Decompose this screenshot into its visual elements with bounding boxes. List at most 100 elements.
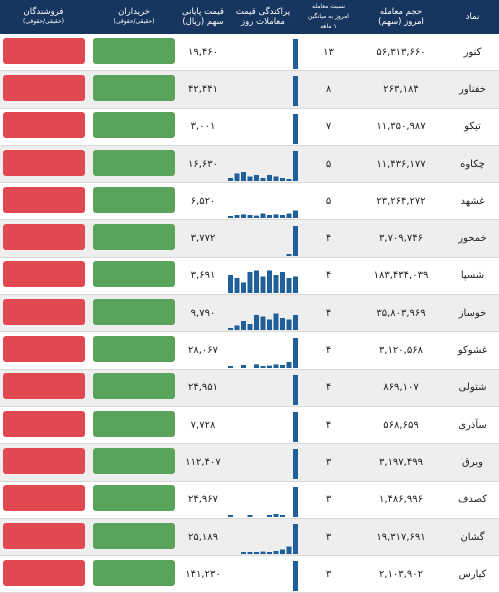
row-symbol[interactable]: غشهد — [460, 195, 485, 207]
row-volume: ۳,۷۰۹,۷۴۶ — [379, 233, 423, 245]
sparkline-bar — [273, 274, 279, 293]
row-symbol[interactable]: وبرق — [462, 456, 483, 468]
header-ratio-line3: ۱ ماهه — [320, 23, 337, 30]
row-price-distribution — [225, 296, 301, 331]
row-ratio: ۵ — [325, 195, 332, 207]
sparkline-bar — [228, 216, 233, 219]
row-volume: ۲۳,۲۶۴,۲۷۲ — [376, 195, 426, 207]
table-row[interactable]: شتولی ۸۶۹,۱۰۷ ۴ ۲۴,۹۵۱ — [0, 369, 499, 407]
sparkline-bar — [293, 210, 298, 219]
buyers-bar — [93, 298, 175, 325]
row-close-price: ۲۴,۹۵۱ — [187, 382, 219, 394]
table-row[interactable]: کنور ۵۶,۳۱۳,۶۶۰ ۱۳ ۱۹,۴۶۰ — [0, 34, 499, 72]
row-symbol[interactable]: خمحور — [458, 233, 487, 245]
row-volume: ۸۶۹,۱۰۷ — [383, 382, 419, 394]
table-row[interactable]: خوساز ۳۵,۸۰۳,۹۶۹ ۴ ۹,۷۹۰ — [0, 295, 499, 333]
table-row[interactable]: خمحور ۳,۷۰۹,۷۴۶ ۴ ۳,۷۷۲ — [0, 220, 499, 258]
row-price-distribution — [225, 445, 301, 480]
sparkline-bar — [260, 178, 266, 182]
table-row[interactable]: وبرق ۳,۱۹۷,۴۹۹ ۳ ۱۱۲,۴۰۷ — [0, 444, 499, 482]
row-sellers — [0, 186, 87, 216]
row-symbol[interactable]: غشوکو — [457, 345, 488, 357]
sparkline-bar — [260, 276, 266, 293]
table-row[interactable]: چکاوه ۱۱,۴۳۶,۱۷۷ ۵ ۱۶,۶۳۰ — [0, 145, 499, 184]
sparkline-bar — [228, 514, 233, 517]
row-volume: ۲,۱۰۳,۹۰۲ — [379, 568, 423, 580]
row-symbol[interactable]: شسپا — [460, 270, 485, 282]
row-close-price: ۱۶,۶۳۰ — [187, 158, 219, 170]
table-row[interactable]: غشهد ۲۳,۲۶۴,۲۷۲ ۵ ۶,۵۲۰ — [0, 183, 499, 221]
sparkline-bar — [247, 324, 253, 331]
sparkline-bar — [254, 315, 259, 331]
header-buyers-line1: خریداران — [118, 7, 150, 17]
row-symbol[interactable]: تیکو — [464, 121, 481, 133]
sparkline-bar — [286, 179, 292, 182]
sellers-bar — [2, 149, 85, 176]
sparkline-bar — [247, 176, 253, 182]
sparkline-bar — [273, 363, 279, 368]
row-symbol[interactable]: کپارس — [458, 568, 487, 580]
sparkline-bar — [228, 365, 233, 368]
table-row[interactable]: خفناور ۲۶۳,۱۸۴ ۸ ۴۲,۴۴۱ — [0, 71, 499, 109]
sparkline-bar — [247, 514, 253, 517]
sparkline-bar — [293, 561, 298, 592]
sparkline-chart — [286, 225, 298, 256]
row-price-distribution — [225, 147, 301, 182]
sparkline-chart — [228, 210, 298, 219]
row-symbol[interactable]: خوساز — [458, 307, 487, 319]
row-volume: ۳۵,۸۰۳,۹۶۹ — [376, 307, 426, 319]
row-symbol[interactable]: کنور — [463, 46, 482, 58]
sparkline-bar — [267, 552, 272, 554]
buyers-bar — [93, 149, 175, 176]
table-row[interactable]: سآذری ۵۶۸,۶۵۹ ۴ ۷,۷۲۸ — [0, 407, 499, 445]
row-price-distribution — [225, 520, 301, 554]
row-symbol[interactable]: سآذری — [458, 419, 487, 431]
row-ratio: ۸ — [325, 83, 332, 95]
sparkline-bar — [280, 364, 285, 368]
row-symbol[interactable]: چکاوه — [460, 158, 485, 170]
row-price-distribution — [225, 334, 301, 368]
row-close-price: ۳,۰۰۱ — [190, 121, 216, 133]
row-ratio: ۴ — [325, 270, 332, 282]
table-row[interactable]: غشوکو ۳,۱۲۰,۵۶۸ ۴ ۲۸,۰۶۷ — [0, 332, 499, 370]
sparkline-bar — [293, 524, 298, 554]
buyers-bar — [93, 410, 175, 437]
header-ratio: نسبت معامله امروز به میانگین ۱ ماهه — [301, 2, 356, 32]
row-buyers — [87, 410, 181, 440]
row-ratio: ۷ — [325, 121, 332, 133]
row-price-distribution — [225, 110, 301, 144]
sparkline-bar — [286, 213, 292, 219]
sparkline-bar — [260, 365, 266, 368]
row-close-price: ۱۱۲,۴۰۷ — [185, 456, 221, 468]
sparkline-bar — [293, 151, 298, 182]
row-ratio: ۴ — [325, 419, 332, 431]
row-sellers — [0, 336, 87, 365]
table-row[interactable]: شسپا ۱۸۳,۴۳۴,۰۳۹ ۴ ۳,۶۹۱ — [0, 258, 499, 296]
sellers-bar — [2, 186, 85, 213]
table-row[interactable]: کپارس ۲,۱۰۳,۹۰۲ ۳ ۱۴۱,۲۳۰ — [0, 556, 499, 593]
row-sellers — [0, 298, 87, 328]
table-row[interactable]: تیکو ۱۱,۳۵۰,۹۸۷ ۷ ۳,۰۰۱ — [0, 109, 499, 146]
row-buyers — [87, 373, 181, 402]
sparkline-chart — [293, 374, 298, 405]
row-ratio: ۵ — [325, 158, 332, 170]
table-row[interactable]: گشان ۱۹,۳۱۷,۶۹۱ ۳ ۲۵,۱۸۹ — [0, 518, 499, 557]
table-row[interactable]: کصدف ۱,۴۸۶,۹۹۶ ۳ ۲۴,۹۶۷ — [0, 482, 499, 519]
sparkline-chart — [228, 337, 298, 368]
sellers-bar — [2, 410, 85, 437]
table-header: نماد حجم معامله امروز (سهم) نسبت معامله … — [0, 0, 499, 34]
sparkline-bar — [267, 514, 272, 517]
row-symbol[interactable]: کصدف — [457, 494, 488, 506]
row-volume: ۲۶۳,۱۸۴ — [383, 83, 419, 95]
row-close-price: ۴۲,۴۴۱ — [187, 83, 219, 95]
row-symbol[interactable]: خفناور — [459, 83, 486, 95]
row-symbol[interactable]: شتولی — [458, 382, 487, 394]
sparkline-chart — [293, 39, 298, 70]
sparkline-bar — [228, 178, 233, 182]
sparkline-chart — [228, 151, 298, 182]
row-close-price: ۳,۶۹۱ — [190, 270, 216, 282]
sparkline-bar — [286, 277, 292, 293]
row-close-price: ۱۹,۴۶۰ — [187, 46, 219, 58]
sparkline-bar — [241, 214, 246, 219]
row-symbol[interactable]: گشان — [460, 531, 485, 543]
